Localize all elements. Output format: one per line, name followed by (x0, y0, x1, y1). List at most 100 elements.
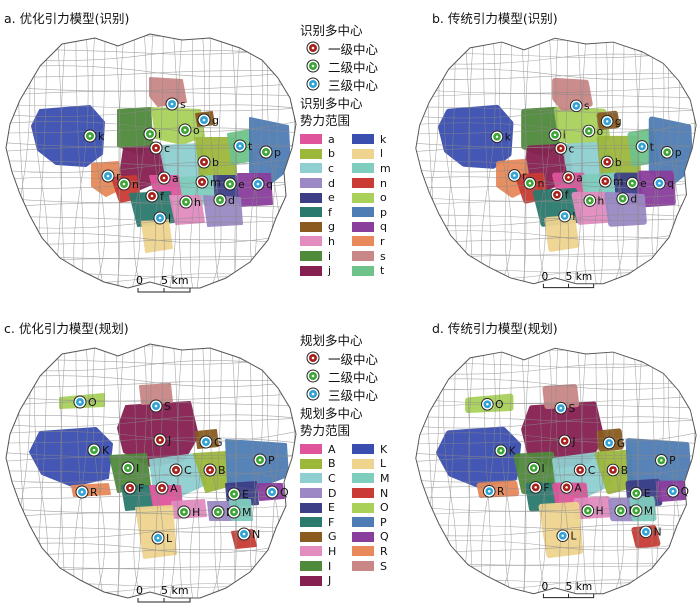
legend-swatch (300, 163, 322, 174)
level3-center-icon (306, 77, 320, 91)
legend-level3-label: 三级中心 (328, 77, 379, 93)
road-line (6, 491, 296, 500)
road-line (6, 104, 296, 112)
center-label: k (98, 130, 105, 143)
center-label: f (160, 190, 165, 203)
road-line (415, 68, 697, 80)
center-label: m (210, 176, 221, 189)
center-marker (639, 525, 653, 539)
legend-range-item: l (352, 147, 404, 162)
road-line (415, 455, 697, 463)
legend-swatch (352, 178, 374, 189)
center-label: G (617, 437, 625, 450)
legend-range-item: s (352, 249, 404, 264)
road-line (426, 348, 440, 594)
legend-level2: 二级中心 (300, 367, 410, 385)
legend-swatch (300, 561, 322, 572)
legend-swatch (352, 502, 374, 513)
legend-swatch (352, 517, 374, 528)
legend-range-item: i (300, 249, 352, 264)
legend-swatch (300, 221, 322, 232)
center-label: i (158, 128, 161, 141)
road-line (415, 359, 697, 369)
road-line (415, 486, 697, 498)
road-line (6, 104, 296, 117)
legend-swatch (300, 444, 322, 455)
center-label: G (214, 436, 223, 449)
road-line (6, 504, 296, 513)
legend-range-label: G (328, 530, 337, 544)
legend-range-item: C (300, 471, 352, 486)
legend-swatch (300, 458, 322, 469)
center-marker (583, 194, 597, 207)
center-marker (253, 453, 267, 467)
level3-center-icon (306, 387, 320, 401)
scale-five-km: 5 km (566, 580, 593, 593)
road-line (6, 375, 296, 387)
road-line (593, 348, 609, 594)
center-label: k (505, 131, 512, 144)
center-label: I (541, 462, 544, 475)
center-marker (600, 155, 614, 169)
center-label: e (238, 178, 245, 191)
center-marker (629, 504, 643, 517)
legend-range-label: Q (380, 530, 389, 544)
legend-range-item: r (352, 234, 404, 249)
legend-swatch (300, 134, 322, 145)
legend-range-label: J (328, 574, 332, 588)
center-marker (629, 486, 643, 500)
road-line (13, 344, 25, 598)
road-line (410, 595, 700, 604)
center-marker (87, 443, 101, 457)
legend-range-label: n (380, 176, 387, 190)
center-label: f (565, 189, 569, 202)
center-marker (569, 99, 583, 113)
legend-range-item: J (300, 573, 352, 588)
road-line (176, 34, 183, 288)
legend-range-label: O (380, 501, 389, 515)
road-line (73, 34, 89, 288)
legend-swatch (352, 265, 374, 276)
center-marker (581, 504, 595, 517)
legend-range-label: d (328, 176, 335, 190)
road-line (114, 344, 121, 598)
road-line (559, 348, 569, 594)
road-line (6, 526, 296, 539)
center-marker (145, 189, 159, 203)
legend-range-item: o (352, 190, 404, 205)
center-marker (149, 141, 163, 155)
legend-range-item: d (300, 176, 352, 191)
center-marker (635, 140, 649, 153)
legend-swatch (352, 531, 374, 542)
road-line (422, 348, 434, 594)
center-label: b (212, 156, 219, 169)
center-marker (169, 463, 183, 477)
center-marker (75, 485, 89, 499)
road-line (520, 348, 527, 594)
legend-range-item: h (300, 234, 352, 249)
legend-range-label: b (328, 147, 335, 161)
center-marker (155, 481, 169, 495)
legend-swatch (300, 517, 322, 528)
legend-range-label: k (380, 132, 387, 146)
influence-region (139, 383, 173, 405)
legend-range-item: G (300, 530, 352, 545)
road-line (6, 455, 296, 462)
panel-title-b: b. 传统引力模型(识别) (432, 11, 558, 26)
legend-range-label: q (380, 220, 387, 234)
legend-range-item: b (300, 147, 352, 162)
legend-range-label: o (380, 191, 387, 205)
road-line (617, 38, 625, 284)
road-line (6, 437, 296, 444)
center-label: r (116, 170, 121, 183)
center-marker (598, 174, 612, 188)
center-marker (548, 128, 562, 142)
center-marker (117, 177, 131, 191)
road-line (415, 229, 697, 241)
legend-range-label: r (380, 234, 385, 248)
road-line (6, 579, 296, 588)
road-line (481, 38, 496, 284)
road-line (415, 378, 697, 390)
map-b: k i os g c b t p rn a m e q f h d l 0 5 km (415, 37, 697, 289)
legend-range-item: m (352, 161, 404, 176)
